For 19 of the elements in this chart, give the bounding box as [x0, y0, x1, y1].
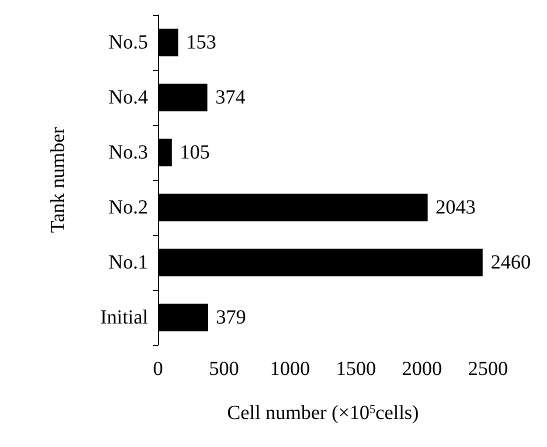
y-tick-label: No.2 [108, 196, 148, 218]
data-label: 374 [215, 86, 246, 108]
x-tick-label: 1500 [336, 358, 376, 380]
x-tick-label: 2500 [468, 358, 508, 380]
y-tick-label: No.4 [108, 86, 148, 108]
data-label: 153 [186, 32, 216, 54]
y-tick-label: Initial [100, 306, 148, 328]
x-tick-label: 2000 [402, 358, 442, 380]
y-tick-label: No.3 [108, 142, 148, 164]
y-tick-label: No.5 [108, 32, 148, 54]
data-label: 2043 [436, 196, 476, 218]
x-tick-label: 1000 [270, 358, 310, 380]
y-axis-title: Tank number [47, 126, 69, 233]
data-label: 2460 [490, 252, 531, 274]
data-label: 379 [216, 306, 246, 328]
y-tick-label: No.1 [108, 252, 148, 274]
data-label: 105 [180, 142, 210, 164]
x-tick-label: 0 [153, 358, 163, 380]
x-tick-label: 500 [209, 358, 239, 380]
